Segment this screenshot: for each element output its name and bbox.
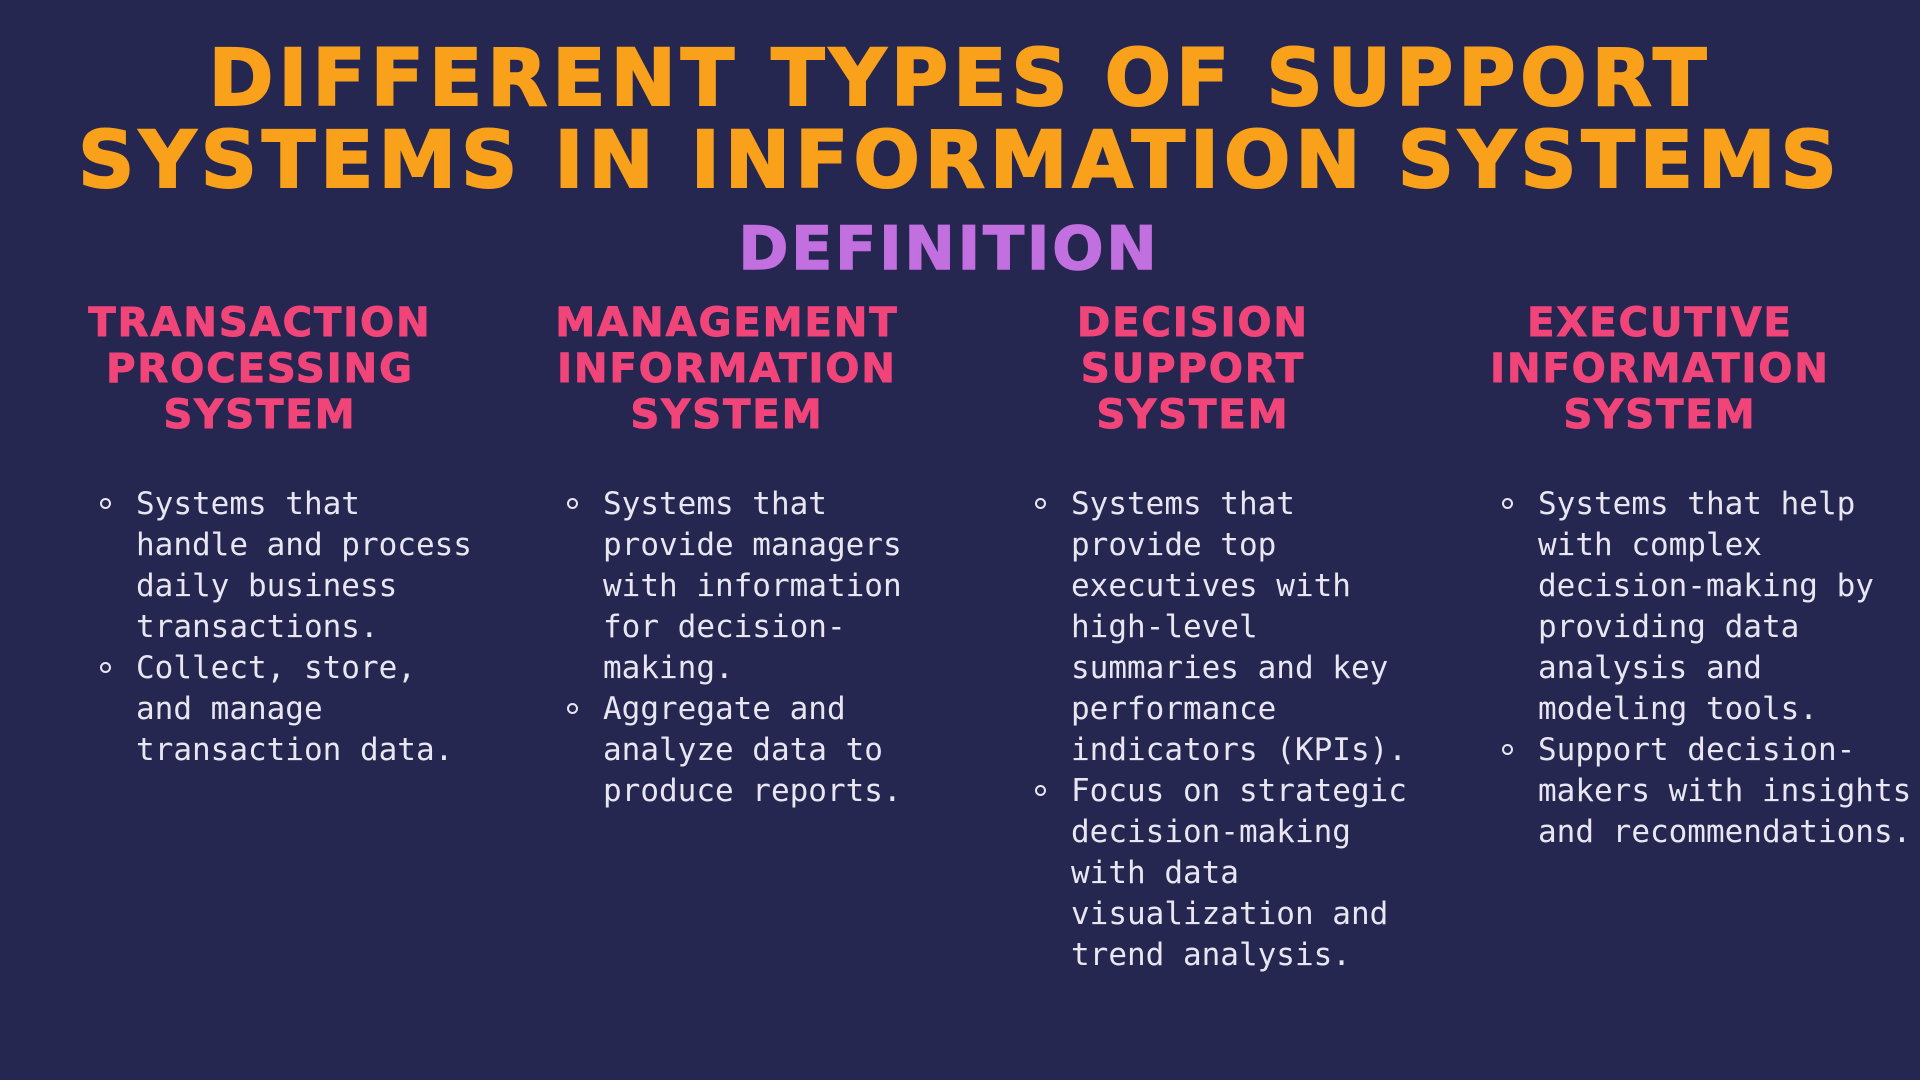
- bullet-list: Systems that provide top executives with…: [1035, 484, 1435, 976]
- column-heading: EXECUTIVE INFORMATION SYSTEM: [1440, 300, 1880, 439]
- bullet-text: Systems that provide top executives with…: [1071, 486, 1407, 768]
- bullet-text: Aggregate and analyze data to produce re…: [603, 691, 902, 809]
- bullet-item: Systems that provide managers with infor…: [567, 484, 957, 689]
- circle-bullet-icon: [1035, 785, 1046, 796]
- slide-title-line-2: SYSTEMS IN INFORMATION SYSTEMS: [77, 116, 1842, 206]
- column-decision-support-system: DECISION SUPPORT SYSTEM Systems that pro…: [973, 300, 1413, 973]
- bullet-text: Systems that handle and process daily bu…: [136, 486, 472, 645]
- circle-bullet-icon: [1502, 744, 1513, 755]
- slide-title-line-1: DIFFERENT TYPES OF SUPPORT: [208, 34, 1712, 124]
- section-subtitle: DEFINITION: [738, 213, 1160, 285]
- bullet-text: Systems that help with complex decision-…: [1538, 486, 1874, 727]
- bullet-list: Systems that provide managers with infor…: [567, 484, 957, 812]
- column-heading-line: PROCESSING: [106, 346, 414, 393]
- bullet-item: Systems that handle and process daily bu…: [100, 484, 490, 648]
- circle-bullet-icon: [100, 662, 111, 673]
- bullet-item: Collect, store, and manage transaction d…: [100, 648, 490, 771]
- circle-bullet-icon: [567, 498, 578, 509]
- bullet-text: Collect, store, and manage transaction d…: [136, 650, 454, 768]
- column-heading: TRANSACTION PROCESSING SYSTEM: [40, 300, 480, 439]
- bullet-list: Systems that help with complex decision-…: [1502, 484, 1912, 853]
- circle-bullet-icon: [100, 498, 111, 509]
- bullet-item: Systems that help with complex decision-…: [1502, 484, 1912, 730]
- circle-bullet-icon: [1502, 498, 1513, 509]
- column-heading-line: SYSTEM: [163, 392, 357, 439]
- column-heading-line: INFORMATION: [1490, 346, 1830, 393]
- bullet-text: Support decision-makers with insights an…: [1538, 732, 1912, 850]
- bullet-item: Support decision-makers with insights an…: [1502, 730, 1912, 853]
- column-heading-line: INFORMATION: [557, 346, 897, 393]
- column-heading-line: TRANSACTION: [88, 300, 432, 347]
- column-heading-line: SYSTEM: [630, 392, 824, 439]
- bullet-text: Systems that provide managers with infor…: [603, 486, 902, 686]
- column-heading-line: SUPPORT: [1080, 346, 1306, 393]
- column-heading-line: DECISION: [1077, 300, 1309, 347]
- bullet-text: Focus on strategic decision-making with …: [1071, 773, 1407, 973]
- column-heading-line: EXECUTIVE: [1527, 300, 1793, 347]
- bullet-item: Focus on strategic decision-making with …: [1035, 771, 1435, 976]
- column-heading-line: MANAGEMENT: [555, 300, 899, 347]
- bullet-item: Systems that provide top executives with…: [1035, 484, 1435, 771]
- bullet-item: Aggregate and analyze data to produce re…: [567, 689, 957, 812]
- column-heading-line: SYSTEM: [1563, 392, 1757, 439]
- column-management-information-system: MANAGEMENT INFORMATION SYSTEM Systems th…: [507, 300, 947, 810]
- column-transaction-processing-system: TRANSACTION PROCESSING SYSTEM Systems th…: [40, 300, 480, 769]
- column-executive-information-system: EXECUTIVE INFORMATION SYSTEM Systems tha…: [1440, 300, 1912, 851]
- column-heading-line: SYSTEM: [1096, 392, 1290, 439]
- bullet-list: Systems that handle and process daily bu…: [100, 484, 490, 771]
- column-heading: MANAGEMENT INFORMATION SYSTEM: [507, 300, 947, 439]
- column-heading: DECISION SUPPORT SYSTEM: [973, 300, 1413, 439]
- circle-bullet-icon: [1035, 498, 1046, 509]
- circle-bullet-icon: [567, 703, 578, 714]
